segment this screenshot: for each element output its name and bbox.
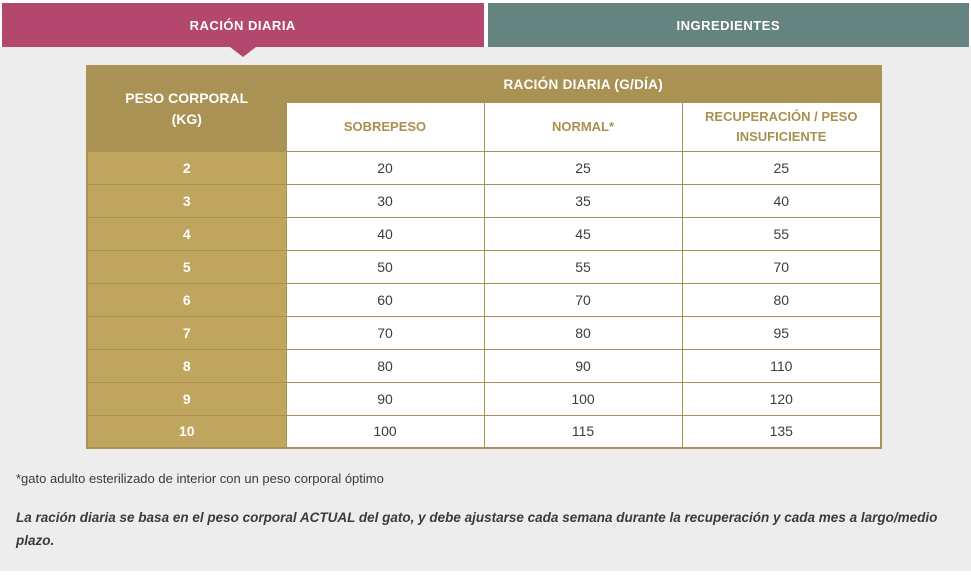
ration-value-cell: 20 — [285, 150, 485, 185]
disclaimer-text: La ración diaria se basa en el peso corp… — [16, 510, 938, 548]
weight-cell: 9 — [86, 381, 287, 416]
tab-ingredientes[interactable]: INGREDIENTES — [487, 3, 969, 47]
tab-ingredientes-label: INGREDIENTES — [676, 17, 780, 33]
weight-cell: 5 — [86, 249, 287, 284]
table-row: 5 50 55 70 — [86, 249, 882, 284]
ration-value-cell: 25 — [483, 150, 683, 185]
ration-value-cell: 100 — [285, 414, 485, 449]
ration-value-cell: 30 — [285, 183, 485, 218]
corner-header-line2: (KG) — [171, 110, 202, 127]
column-header-normal: NORMAL* — [483, 101, 683, 152]
daily-ration-table-wrapper: PESO CORPORAL (KG) RACIÓN DIARIA (G/DÍA)… — [86, 65, 971, 449]
table-row: 10 100 115 135 — [86, 414, 882, 449]
tab-racion-diaria-label: RACIÓN DIARIA — [189, 17, 296, 33]
table-row: 2 20 25 25 — [86, 150, 882, 185]
ration-value-cell: 100 — [483, 381, 683, 416]
corner-header-peso-corporal: PESO CORPORAL (KG) — [86, 65, 287, 152]
weight-cell: 10 — [86, 414, 287, 449]
table-row: 3 30 35 40 — [86, 183, 882, 218]
ration-value-cell: 70 — [681, 249, 882, 284]
ration-value-cell: 40 — [681, 183, 882, 218]
ration-value-cell: 50 — [285, 249, 485, 284]
weight-cell: 7 — [86, 315, 287, 350]
column-header-recuperacion: RECUPERACIÓN / PESO INSUFICIENTE — [681, 101, 882, 152]
weight-cell: 4 — [86, 216, 287, 251]
ration-value-cell: 80 — [681, 282, 882, 317]
tab-racion-diaria[interactable]: RACIÓN DIARIA — [2, 3, 484, 57]
ration-value-cell: 115 — [483, 414, 683, 449]
weight-cell: 3 — [86, 183, 287, 218]
corner-header-line1: PESO CORPORAL — [125, 89, 249, 106]
footnote-text: *gato adulto esterilizado de interior co… — [16, 471, 384, 486]
table-row: 6 60 70 80 — [86, 282, 882, 317]
table-header-row-1: PESO CORPORAL (KG) RACIÓN DIARIA (G/DÍA) — [86, 65, 882, 152]
bottom-edge-strip — [0, 571, 971, 576]
table-header-row-2: SOBREPESO NORMAL* RECUPERACIÓN / PESO IN… — [87, 101, 882, 152]
ration-value-cell: 90 — [285, 381, 485, 416]
ration-value-cell: 70 — [483, 282, 683, 317]
ration-value-cell: 80 — [483, 315, 683, 350]
active-tab-pointer-icon — [229, 47, 256, 57]
ration-value-cell: 40 — [285, 216, 485, 251]
weight-cell: 2 — [86, 150, 287, 185]
weight-cell: 8 — [86, 348, 287, 383]
ration-value-cell: 120 — [681, 381, 882, 416]
ration-value-cell: 90 — [483, 348, 683, 383]
column-header-sobrepeso: SOBREPESO — [285, 101, 485, 152]
tab-bar: RACIÓN DIARIA INGREDIENTES — [0, 0, 971, 57]
ration-value-cell: 95 — [681, 315, 882, 350]
ration-value-cell: 55 — [483, 249, 683, 284]
table-row: 7 70 80 95 — [86, 315, 882, 350]
ration-value-cell: 45 — [483, 216, 683, 251]
ration-value-cell: 25 — [681, 150, 882, 185]
ration-value-cell: 135 — [681, 414, 882, 449]
ration-value-cell: 35 — [483, 183, 683, 218]
table-row: 9 90 100 120 — [86, 381, 882, 416]
ration-value-cell: 80 — [285, 348, 485, 383]
ration-value-cell: 70 — [285, 315, 485, 350]
table-row: 4 40 45 55 — [86, 216, 882, 251]
table-row: 8 80 90 110 — [86, 348, 882, 383]
weight-cell: 6 — [86, 282, 287, 317]
ration-value-cell: 55 — [681, 216, 882, 251]
daily-ration-table: PESO CORPORAL (KG) RACIÓN DIARIA (G/DÍA)… — [86, 65, 883, 449]
band-header-racion-diaria: RACIÓN DIARIA (G/DÍA) — [285, 65, 882, 103]
ration-value-cell: 110 — [681, 348, 882, 383]
ration-value-cell: 60 — [285, 282, 485, 317]
